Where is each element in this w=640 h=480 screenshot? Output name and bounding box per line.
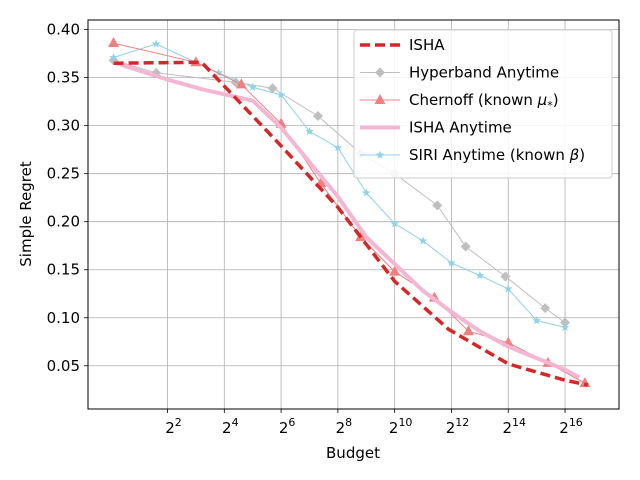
data-point xyxy=(463,325,475,336)
legend-marker xyxy=(374,94,386,104)
y-tick-label: 0.25 xyxy=(47,165,80,183)
legend-label: SIRI Anytime (known β) xyxy=(409,146,585,164)
data-point xyxy=(540,303,551,314)
legend-item: ISHA xyxy=(360,36,445,54)
x-tick-label: 28 xyxy=(336,416,353,437)
data-point xyxy=(560,317,571,328)
data-point xyxy=(267,83,278,94)
data-point xyxy=(460,241,471,252)
data-point xyxy=(532,316,541,325)
plot-frame xyxy=(87,19,620,410)
data-point xyxy=(390,219,399,228)
y-tick-label: 0.40 xyxy=(47,21,80,39)
y-tick-label: 0.20 xyxy=(47,213,80,231)
series-siri-anytime-known xyxy=(109,39,570,331)
legend-label: Chernoff (known μ*) xyxy=(409,91,559,112)
x-tick-label: 24 xyxy=(222,416,239,437)
y-tick-label: 0.15 xyxy=(47,261,80,279)
data-point xyxy=(235,78,247,89)
data-point xyxy=(432,200,443,211)
data-point xyxy=(447,258,456,267)
legend-item: SIRI Anytime (known β) xyxy=(360,146,585,164)
data-point xyxy=(313,111,324,122)
data-point xyxy=(333,143,343,152)
legend-item: ISHA Anytime xyxy=(360,119,512,137)
x-tick-label: 210 xyxy=(389,416,413,437)
y-axis-label: Simple Regret xyxy=(17,161,35,267)
legend-box xyxy=(353,29,613,179)
legend-label: ISHA Anytime xyxy=(409,119,512,137)
series-line xyxy=(113,42,586,384)
data-point xyxy=(248,82,257,91)
data-point xyxy=(305,126,314,136)
y-tick-label: 0.30 xyxy=(47,117,80,135)
y-tick-label: 0.35 xyxy=(47,69,80,87)
legend-marker xyxy=(375,150,385,159)
legend: ISHA Hyperband Anytime Chernoff (known μ*)… xyxy=(353,29,613,179)
y-ticks: 0.05 0.10 0.15 0.20 0.25 0.30 0.35 0.40 xyxy=(47,21,88,375)
data-point xyxy=(109,52,118,62)
data-point xyxy=(108,37,120,48)
data-point xyxy=(276,90,286,99)
data-point xyxy=(503,284,513,293)
data-point xyxy=(362,188,371,197)
x-ticks: 22 24 26 28 210 212 214 216 xyxy=(165,409,583,437)
data-point xyxy=(500,271,511,282)
y-tick-label: 0.10 xyxy=(47,309,80,327)
x-tick-label: 216 xyxy=(559,416,583,437)
y-tick-label: 0.05 xyxy=(47,357,80,375)
legend-item: Hyperband Anytime xyxy=(360,64,559,82)
x-tick-label: 212 xyxy=(446,416,470,437)
x-axis-label: Budget xyxy=(326,444,380,462)
x-tick-label: 214 xyxy=(502,416,526,437)
data-point xyxy=(560,322,570,331)
legend-marker xyxy=(375,67,385,78)
x-tick-label: 22 xyxy=(165,416,182,437)
x-tick-label: 26 xyxy=(279,416,296,437)
series-line xyxy=(113,60,589,387)
data-point xyxy=(151,39,161,48)
series-line xyxy=(112,60,581,380)
legend-item: Chernoff (known μ*) xyxy=(360,91,559,112)
data-point xyxy=(108,55,119,66)
data-point xyxy=(389,265,401,276)
legend-label: ISHA xyxy=(409,36,445,54)
legend-label: Hyperband Anytime xyxy=(409,64,559,82)
data-point xyxy=(418,236,428,245)
series-isha-anytime xyxy=(112,60,581,380)
data-point xyxy=(214,68,223,77)
data-point xyxy=(475,270,485,280)
series-isha xyxy=(113,60,589,387)
